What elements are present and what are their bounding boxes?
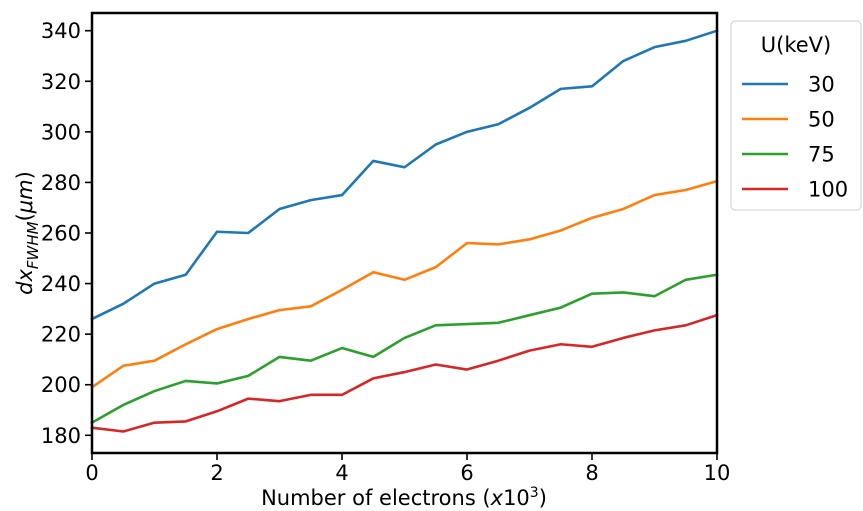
x-tick-label: 0 (85, 461, 98, 485)
y-tick-label: 200 (41, 373, 81, 397)
y-tick-label: 280 (41, 171, 81, 195)
y-axis-ticks: 180 200 220 240 260 280 300 320 340 (41, 19, 92, 448)
legend-box (730, 20, 862, 211)
y-tick-label: 220 (41, 323, 81, 347)
x-tick-label: 2 (210, 461, 223, 485)
plot-frame (90, 11, 719, 455)
y-tick-label: 300 (41, 120, 81, 144)
legend: U(keV) 30 50 75 100 (730, 20, 862, 211)
legend-label-50: 50 (808, 108, 835, 132)
y-tick-label: 260 (41, 222, 81, 246)
x-tick-label: 8 (585, 461, 598, 485)
series-line-100 (90, 313, 719, 433)
legend-label-100: 100 (808, 178, 848, 202)
x-tick-label: 4 (335, 461, 348, 485)
legend-label-75: 75 (808, 143, 835, 167)
y-tick-label: 320 (41, 70, 81, 94)
y-tick-label: 240 (41, 272, 81, 296)
x-axis-ticks: 0 2 4 6 8 10 (85, 453, 730, 485)
legend-items: 30 50 75 100 (742, 73, 848, 202)
x-tick-label: 6 (460, 461, 473, 485)
y-tick-label: 180 (41, 424, 81, 448)
y-tick-label: 340 (41, 19, 81, 43)
legend-label-30: 30 (808, 73, 835, 97)
series-line-50 (90, 179, 719, 390)
x-axis-label: Number of electrons (x103) (261, 485, 547, 510)
y-axis-label: dxFWHM(μm) (13, 171, 42, 295)
legend-title: U(keV) (761, 33, 831, 57)
series-line-30 (90, 29, 719, 321)
series-lines (90, 29, 719, 433)
x-tick-label: 10 (704, 461, 731, 485)
series-line-75 (90, 273, 719, 425)
